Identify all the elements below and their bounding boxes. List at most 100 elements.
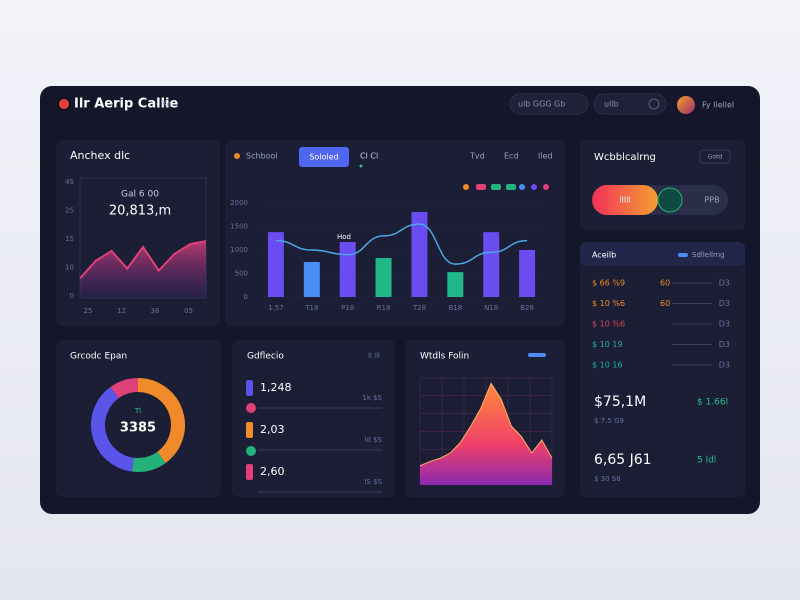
dot (246, 446, 256, 456)
y-tick-label: 4S (65, 178, 74, 186)
legend-dot (234, 153, 240, 159)
row-value: 60 (660, 279, 670, 288)
button[interactable] (299, 147, 349, 167)
x-tick-label: 12 (117, 307, 126, 315)
tag: Ko (162, 100, 172, 109)
bar (339, 242, 356, 297)
donut-segment (137, 378, 185, 464)
range-text: ullb (604, 100, 619, 109)
total-note: $ 7.5 G9 (594, 417, 624, 425)
donut-label: Tl (134, 407, 141, 415)
x-tick-label: 05 (184, 307, 193, 315)
y-tick-label: 2000 (230, 199, 248, 207)
row-note: 1k $S (362, 394, 382, 402)
bar (519, 250, 536, 297)
search-box[interactable] (509, 93, 589, 115)
bar (447, 272, 464, 297)
x-tick-label: R18 (377, 304, 391, 312)
row-end: D3 (719, 320, 730, 329)
total-value: 6,65 J61 (594, 452, 652, 468)
dot (543, 184, 549, 190)
annotation: Hod (337, 233, 351, 241)
stat-label: Gal 6 00 (121, 190, 159, 200)
dot (531, 184, 537, 190)
icon (648, 98, 660, 110)
x-tick-label: B18 (448, 304, 462, 312)
avatar[interactable] (677, 96, 695, 114)
y-tick-label: 1500 (230, 223, 248, 231)
row-label: $ 10 %6 (592, 320, 625, 329)
dot (506, 184, 516, 190)
area-line (79, 240, 207, 280)
row-label: $ 66 %9 (592, 279, 625, 288)
bar (267, 232, 284, 297)
legend-swatch (678, 253, 688, 257)
row-label: $ 10 %6 (592, 299, 625, 308)
range-picker[interactable] (593, 93, 667, 115)
row-end: D3 (719, 340, 730, 349)
x-tick-label: 36 (151, 307, 160, 315)
toggle-on[interactable] (592, 185, 658, 215)
panel-title: Aceilb (592, 251, 616, 260)
legend-dots (463, 184, 549, 190)
y-tick-label: 0 (70, 292, 74, 300)
panel-title: Wtdls Folin (420, 352, 469, 362)
tab: Tvd (469, 152, 485, 161)
dot (463, 184, 469, 190)
x-tick-label: T28 (412, 304, 426, 312)
button[interactable] (699, 149, 731, 164)
panel-header (580, 242, 745, 266)
row-end: D3 (719, 279, 730, 288)
button-text: Gotd (708, 154, 723, 161)
logo (59, 99, 69, 109)
y-tick-label: 1S (65, 235, 74, 243)
bar (303, 261, 320, 297)
y-tick-label: 10 (65, 264, 74, 272)
area-line (419, 382, 553, 467)
donut-segment (91, 386, 135, 472)
bar (411, 211, 428, 297)
panel (56, 340, 221, 497)
panel (580, 242, 745, 497)
x-tick-label: P18 (341, 304, 354, 312)
row-label: $ 10 19 (592, 340, 623, 349)
panel (232, 340, 395, 497)
bar (483, 232, 500, 297)
row-note: ld $S (364, 436, 382, 444)
toggle-knob (657, 187, 683, 213)
y-tick-label: 2S (65, 207, 74, 215)
row-label: $ 10 16 (592, 361, 623, 370)
x-tick-label: T18 (304, 304, 318, 312)
total-change: 5 ldl (697, 456, 716, 466)
panel-meta: ll lll (368, 352, 380, 360)
row-swatch (246, 380, 253, 396)
row-note: lS $S (364, 478, 382, 486)
area (80, 241, 206, 298)
x-tick-label: B28 (520, 304, 534, 312)
bar (375, 257, 392, 297)
y-tick-label: 0 (244, 293, 248, 301)
total-value: $75,1M (594, 394, 646, 410)
tab: lled (538, 152, 552, 161)
user-name: Fy llellel (702, 101, 734, 110)
stat-value: 20,813,m (109, 204, 171, 219)
donut-segment (110, 378, 139, 399)
row-end: D3 (719, 361, 730, 370)
row-value: 60 (660, 299, 670, 308)
panel-title: Grcodc Epan (70, 352, 127, 362)
panel-title: Gdflecio (247, 352, 284, 362)
row-end: D3 (719, 299, 730, 308)
toggle-text: lllll (619, 196, 630, 205)
toggle-text: Cl Cl (360, 152, 378, 161)
x-tick-label: 25 (84, 307, 93, 315)
panel-title: Anchex dlc (70, 149, 130, 162)
dot (519, 184, 525, 190)
donut-value: 3385 (120, 421, 156, 436)
legend-text: Sdllellrng (692, 251, 725, 259)
area (420, 383, 552, 485)
x-tick-label: N18 (484, 304, 498, 312)
row-swatch (246, 422, 253, 438)
toggle-text: PPB (704, 196, 719, 205)
